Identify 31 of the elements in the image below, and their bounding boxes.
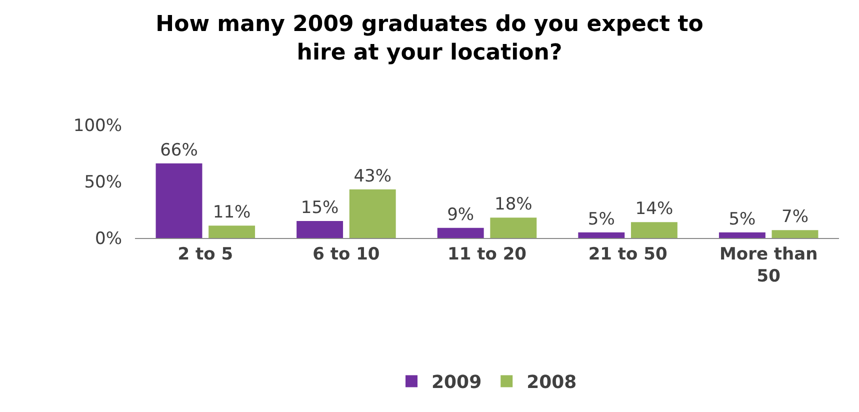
- y-tick-label: 50%: [84, 172, 122, 192]
- data-label: 15%: [300, 198, 339, 218]
- bar: [208, 226, 256, 238]
- legend-label: 2009: [432, 372, 482, 394]
- data-label: 18%: [494, 194, 532, 215]
- x-tick-label: 11 to 20: [448, 244, 527, 264]
- x-tick-label: 2 to 5: [178, 244, 234, 264]
- bar: [437, 228, 484, 238]
- bar: [578, 232, 625, 238]
- x-tick-label: 21 to 50: [588, 244, 668, 264]
- data-label: 9%: [447, 204, 474, 225]
- bar: [772, 230, 818, 238]
- chart-title: How many 2009 graduates do you expect to hire at your location?: [156, 12, 704, 66]
- y-tick-label: 100%: [73, 116, 122, 136]
- data-label: 7%: [782, 207, 808, 228]
- data-label: 11%: [212, 202, 251, 223]
- data-label: 43%: [354, 166, 392, 186]
- x-tick-label: More than 50: [719, 244, 818, 286]
- data-label: 5%: [728, 209, 756, 230]
- bar: [490, 218, 537, 238]
- x-tick-label: 6 to 10: [312, 244, 380, 264]
- bar: [296, 221, 344, 238]
- data-label: 5%: [588, 209, 615, 230]
- bar: [349, 189, 396, 238]
- bar: [630, 222, 678, 238]
- bar: [156, 163, 202, 238]
- legend-label: 2008: [526, 372, 577, 394]
- bar: [718, 232, 766, 238]
- y-tick-label: 0%: [95, 228, 122, 249]
- data-label: 66%: [160, 140, 198, 160]
- data-label: 14%: [635, 199, 674, 220]
